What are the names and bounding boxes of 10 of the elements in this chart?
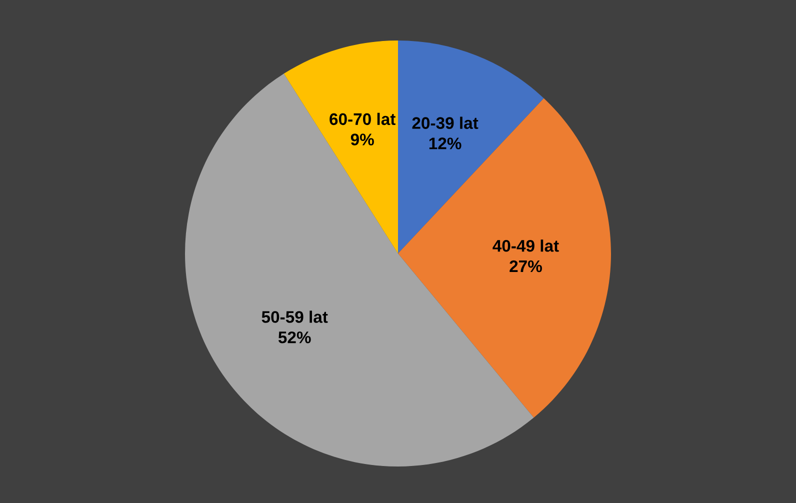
data-label: 9% <box>350 134 374 146</box>
slice-label: 20-39 lat <box>412 116 478 129</box>
slice-label: 60-70 lat <box>330 112 396 126</box>
data-label: 52% <box>278 331 311 344</box>
slice-label: 50-59 lat <box>262 310 328 323</box>
data-label: 27% <box>510 260 542 272</box>
data-label: 12% <box>429 138 462 150</box>
slice-label: 40-49 lat <box>492 240 559 252</box>
pie-slice <box>284 40 398 254</box>
pie-slice <box>398 98 611 418</box>
